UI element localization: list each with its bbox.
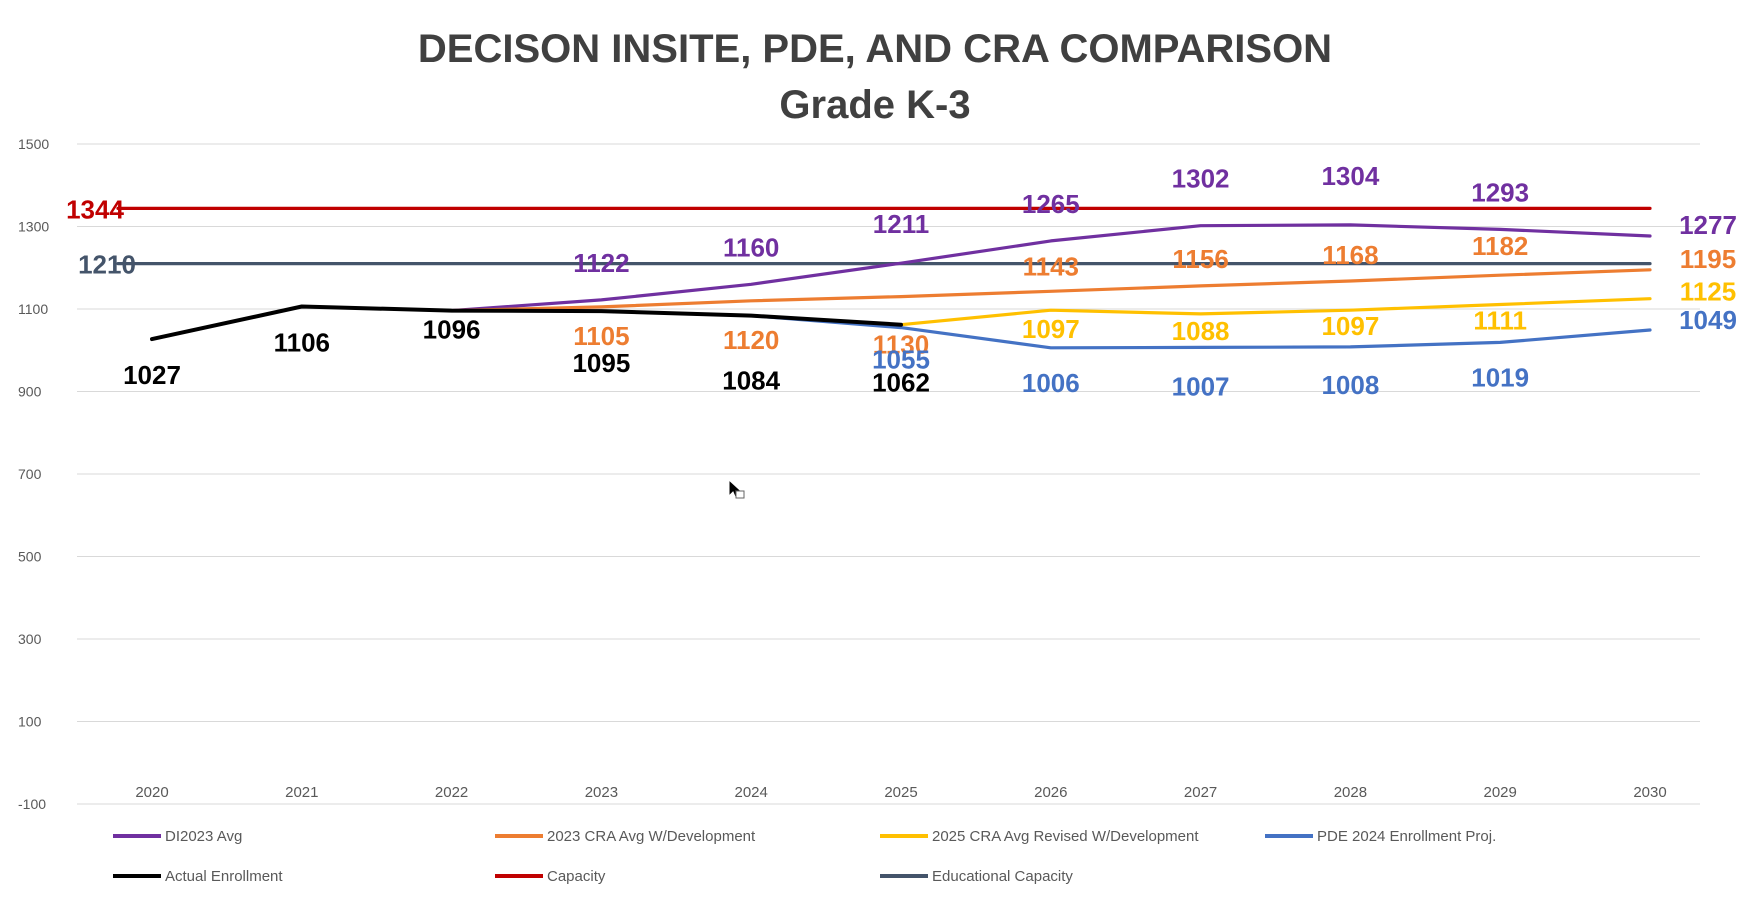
x-tick-label: 2029 — [1484, 784, 1517, 801]
series-line-pde — [749, 314, 1652, 350]
y-tick-label: -100 — [18, 796, 46, 812]
data-label-actual: 1027 — [123, 360, 181, 390]
x-tick-label: 2028 — [1334, 784, 1367, 801]
data-label-cra2025: 1125 — [1680, 277, 1736, 307]
x-tick-label: 2024 — [735, 784, 768, 801]
data-label-pde: 1008 — [1321, 370, 1379, 400]
data-label-cra2023: 1195 — [1680, 244, 1736, 274]
x-tick-label: 2030 — [1633, 784, 1666, 801]
data-label-cra2023: 1182 — [1472, 231, 1528, 261]
x-tick-label: 2026 — [1034, 784, 1067, 801]
chart-title: DECISON INSITE, PDE, AND CRA COMPARISON — [418, 27, 1332, 71]
series-line-cra2023 — [450, 268, 1652, 313]
data-label-cra2025: 1097 — [1022, 314, 1080, 344]
data-label-cra2023: 1105 — [573, 321, 629, 351]
data-label-cra2023: 1120 — [723, 325, 779, 355]
data-label-cra2025: 1097 — [1321, 311, 1379, 341]
chart-subtitle: Grade K-3 — [779, 83, 970, 127]
legend-label-cra2023: 2023 CRA Avg W/Development — [547, 828, 756, 845]
data-label-cra2023: 1143 — [1023, 251, 1079, 281]
series-line-actual — [150, 304, 903, 342]
legend-label-di: DI2023 Avg — [165, 828, 242, 845]
y-tick-label: 500 — [18, 549, 42, 565]
y-tick-label: 1500 — [18, 136, 49, 152]
data-label-pde: 1007 — [1172, 371, 1230, 401]
data-label-di: 1211 — [873, 209, 929, 239]
data-label-actual: 1096 — [423, 315, 481, 345]
data-label-pde: 1019 — [1471, 362, 1529, 392]
data-label-actual: 1106 — [274, 328, 330, 358]
y-tick-label: 700 — [18, 466, 42, 482]
data-label-di: 1302 — [1172, 164, 1230, 194]
data-label-capacity: 1344 — [66, 194, 124, 224]
legend-label-pde: PDE 2024 Enrollment Proj. — [1317, 828, 1496, 845]
data-label-pde: 1006 — [1022, 368, 1080, 398]
data-label-cra2025: 1088 — [1172, 316, 1230, 346]
data-label-edcap: 1210 — [78, 250, 136, 280]
legend-label-capacity: Capacity — [547, 868, 606, 885]
data-label-cra2023: 1168 — [1322, 240, 1378, 270]
data-label-di: 1293 — [1471, 177, 1529, 207]
data-label-cra2023: 1156 — [1172, 244, 1228, 274]
legend-label-cra2025: 2025 CRA Avg Revised W/Development — [932, 828, 1199, 845]
x-tick-label: 2023 — [585, 784, 618, 801]
data-label-cra2023: 1130 — [873, 330, 929, 360]
data-label-pde: 1055 — [872, 345, 930, 375]
legend-label-edcap: Educational Capacity — [932, 868, 1073, 885]
data-label-di: 1160 — [723, 232, 779, 262]
y-tick-label: 300 — [18, 631, 42, 647]
series-line-cra2025 — [899, 297, 1652, 327]
x-tick-label: 2020 — [135, 784, 168, 801]
data-label-di: 1277 — [1679, 210, 1737, 240]
legend-label-actual: Actual Enrollment — [165, 868, 283, 885]
data-label-di: 1304 — [1321, 161, 1379, 191]
x-tick-label: 2025 — [884, 784, 917, 801]
y-tick-label: 100 — [18, 714, 42, 730]
mouse-cursor-icon — [728, 478, 745, 500]
x-tick-label: 2022 — [435, 784, 468, 801]
data-label-actual: 1062 — [872, 368, 930, 398]
series-line-di — [450, 223, 1652, 313]
data-label-actual: 1095 — [572, 348, 630, 378]
x-tick-label: 2027 — [1184, 784, 1217, 801]
y-axis-ticks: -100 100 300 500 700 900 1100 1300 1500 — [18, 136, 49, 812]
y-tick-label: 900 — [18, 384, 42, 400]
x-tick-label: 2021 — [285, 784, 318, 801]
data-labels: 1122 1160 1211 1265 1302 1304 1293 1277 1105 1120… — [66, 161, 1737, 402]
data-label-di: 1265 — [1022, 189, 1080, 219]
y-tick-label: 1100 — [18, 301, 48, 317]
data-label-cra2025: 1111 — [1473, 306, 1527, 336]
y-tick-label: 1300 — [18, 219, 49, 235]
x-axis-ticks: 2020 2021 2022 2023 2024 2025 2026 2027 2028 2029… — [135, 784, 1666, 801]
data-label-pde: 1049 — [1679, 305, 1737, 335]
series-lines — [116, 206, 1652, 350]
legend: DI2023 Avg 2023 CRA Avg W/Development 2025… — [113, 828, 1496, 885]
data-label-actual: 1084 — [722, 366, 780, 396]
data-label-di: 1122 — [573, 248, 629, 278]
